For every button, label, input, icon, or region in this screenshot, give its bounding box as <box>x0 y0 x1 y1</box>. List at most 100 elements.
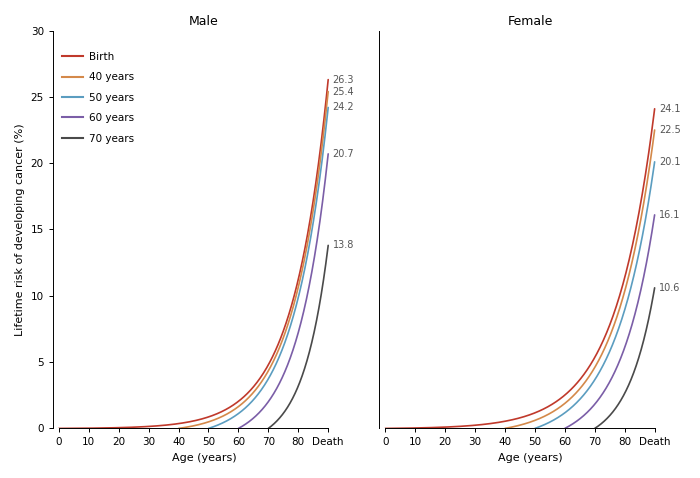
Birth <box>381 425 389 431</box>
70 years <box>623 385 631 391</box>
40 years <box>324 89 332 95</box>
Birth <box>184 419 192 425</box>
Line: 70 years: 70 years <box>268 245 328 428</box>
50 years <box>588 380 596 386</box>
60 years <box>634 297 643 303</box>
60 years <box>609 372 617 378</box>
60 years <box>288 350 296 356</box>
70 years <box>591 425 599 431</box>
70 years <box>640 337 648 343</box>
Line: 70 years: 70 years <box>595 288 654 428</box>
70 years <box>619 393 627 399</box>
Text: 24.2: 24.2 <box>332 102 354 112</box>
40 years <box>647 153 655 159</box>
50 years <box>262 380 270 386</box>
40 years <box>246 394 254 400</box>
70 years <box>324 242 332 248</box>
70 years <box>649 293 657 299</box>
70 years <box>323 254 331 260</box>
60 years <box>283 364 291 369</box>
60 years <box>308 268 316 274</box>
50 years <box>531 425 539 431</box>
Text: 13.8: 13.8 <box>332 240 354 250</box>
Birth <box>324 77 332 83</box>
60 years <box>648 226 657 231</box>
50 years <box>629 276 637 282</box>
Birth <box>644 154 652 160</box>
70 years <box>300 368 308 373</box>
Birth <box>509 417 517 423</box>
Title: Male: Male <box>189 15 219 28</box>
X-axis label: Age (years): Age (years) <box>498 453 563 463</box>
Line: 60 years: 60 years <box>565 215 655 428</box>
70 years <box>620 392 628 398</box>
Text: 24.1: 24.1 <box>659 104 680 114</box>
40 years <box>321 122 329 128</box>
X-axis label: Age (years): Age (years) <box>172 453 237 463</box>
Line: 50 years: 50 years <box>209 108 328 428</box>
Text: 20.7: 20.7 <box>332 149 354 159</box>
40 years <box>297 272 305 277</box>
50 years <box>261 381 270 387</box>
60 years <box>603 383 612 389</box>
40 years <box>500 425 509 431</box>
Text: 16.1: 16.1 <box>659 210 680 220</box>
Line: 50 years: 50 years <box>535 162 654 428</box>
Line: 40 years: 40 years <box>505 130 654 428</box>
Text: 22.5: 22.5 <box>659 125 681 135</box>
60 years <box>614 361 622 367</box>
70 years <box>264 425 272 431</box>
50 years <box>321 130 330 136</box>
60 years <box>322 170 330 176</box>
Birth <box>215 410 223 416</box>
60 years <box>650 212 659 218</box>
Text: 20.1: 20.1 <box>659 157 680 167</box>
Title: Female: Female <box>508 15 553 28</box>
Y-axis label: Lifetime risk of developing cancer (%): Lifetime risk of developing cancer (%) <box>15 123 25 336</box>
Legend: Birth, 40 years, 50 years, 60 years, 70 years: Birth, 40 years, 50 years, 60 years, 70 … <box>58 48 139 148</box>
40 years <box>256 382 264 388</box>
60 years <box>561 425 569 431</box>
40 years <box>573 389 581 395</box>
50 years <box>596 369 604 374</box>
Text: 25.4: 25.4 <box>332 87 354 97</box>
Birth <box>602 331 610 337</box>
40 years <box>572 390 580 396</box>
60 years <box>277 376 286 382</box>
50 years <box>602 356 610 362</box>
50 years <box>587 381 596 387</box>
50 years <box>276 353 284 358</box>
50 years <box>302 257 311 262</box>
Line: 40 years: 40 years <box>178 92 328 428</box>
Line: Birth: Birth <box>59 80 328 428</box>
70 years <box>626 378 635 384</box>
Birth <box>55 425 63 431</box>
40 years <box>582 378 590 384</box>
70 years <box>297 377 305 383</box>
70 years <box>293 386 301 391</box>
Text: 26.3: 26.3 <box>332 75 354 85</box>
Line: 60 years: 60 years <box>239 154 328 428</box>
50 years <box>648 178 656 184</box>
40 years <box>246 393 255 399</box>
50 years <box>324 105 332 110</box>
60 years <box>276 377 285 383</box>
Birth <box>275 338 284 344</box>
50 years <box>650 159 659 165</box>
70 years <box>650 285 659 291</box>
Birth <box>318 135 326 141</box>
Birth <box>183 419 191 425</box>
40 years <box>590 366 598 371</box>
Birth <box>527 412 536 417</box>
40 years <box>650 127 659 133</box>
40 years <box>174 425 183 431</box>
Birth <box>541 405 550 411</box>
Birth <box>650 106 659 112</box>
40 years <box>624 277 632 283</box>
Birth <box>200 415 209 421</box>
70 years <box>293 387 301 392</box>
60 years <box>604 382 612 388</box>
70 years <box>313 313 321 319</box>
40 years <box>263 369 272 375</box>
Text: 10.6: 10.6 <box>659 283 680 293</box>
